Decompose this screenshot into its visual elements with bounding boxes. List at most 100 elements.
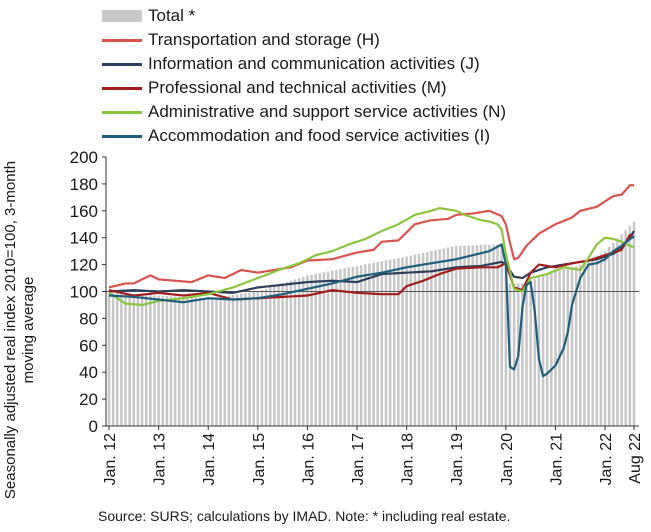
legend-label-administrative: Administrative and support service activ… [148,102,507,121]
total-bar [256,291,260,426]
legend-item-administrative: Administrative and support service activ… [102,100,506,124]
total-bar [124,293,127,426]
total-bar [190,297,193,426]
x-tick-label: Jan. 12 [102,433,119,486]
total-bar [128,293,131,426]
total-bar [339,269,342,426]
total-bar [153,295,156,426]
x-tick-label: Jan. 20 [499,433,516,486]
total-bar [322,272,326,426]
total-bar [227,295,231,426]
total-bar [426,252,429,426]
x-tick-label: Jan. 19 [449,433,466,486]
total-bar [376,262,379,426]
y-tick-label: 120 [70,256,98,275]
total-bar [620,234,623,426]
y-tick-label: 80 [79,309,98,328]
total-bar [612,242,615,426]
total-bar [587,260,590,426]
x-tick-label: Jan. 15 [251,433,268,486]
y-tick-label: 160 [70,202,98,221]
legend-label-professional: Professional and technical activities (M… [148,78,447,97]
x-tick-label: Jan. 16 [300,433,317,486]
total-bar [273,286,276,426]
total-bar [351,266,355,426]
total-bar [297,278,301,426]
total-bar [421,252,425,426]
x-axis-ticks: Jan. 12 Jan. 13 Jan. 14 Jan. 15 Jan. 16 Jan. … [102,426,644,485]
total-bar [583,262,586,426]
legend-label-accommodation: Accommodation and food service activitie… [148,126,491,145]
y-tick-label: 20 [79,390,98,409]
total-bar [624,230,628,426]
legend-label-transportation: Transportation and storage (H) [148,30,380,49]
total-bar [392,258,396,426]
total-bar [434,250,437,426]
total-bar [512,283,516,426]
total-bar [115,293,119,426]
total-bar [438,249,441,426]
series-line-4 [108,235,635,378]
total-bar [306,275,309,426]
total-bar [372,262,375,426]
y-tick-label: 0 [89,417,98,436]
y-tick-label: 200 [70,148,98,167]
total-bar [595,255,599,426]
total-bar [347,267,351,426]
total-bar [285,282,289,426]
y-axis-title: Seasonally adjusted real index 2010=100,… [2,160,37,500]
legend-swatch-total [102,10,142,22]
legend-swatch-professional [102,86,142,90]
total-bar [206,298,210,426]
y-tick-label: 180 [70,175,98,194]
total-bar [368,263,371,426]
y-tick-label: 60 [79,336,98,355]
total-bar [632,221,636,426]
total-bar [136,294,140,426]
total-bar [198,297,202,426]
legend-swatch-information [102,62,142,66]
x-tick-label: Jan. 22 [598,433,615,486]
total-bar [417,253,421,426]
total-bar [607,246,611,426]
legend-item-accommodation: Accommodation and food service activitie… [102,124,506,148]
total-bar [223,295,227,426]
total-bar [194,297,198,426]
legend-swatch-accommodation [102,134,142,138]
total-bar [570,266,574,426]
total-bar [235,294,239,426]
total-bar [289,280,293,426]
total-bar [182,296,185,426]
series-layer [108,184,635,378]
total-bar [364,264,367,426]
total-bar [550,272,553,426]
total-bar [459,245,462,426]
total-bar [533,278,537,426]
total-bar [314,273,317,426]
y-axis-ticks: 0 20 40 60 80 100 120 140 160 180 200 [70,148,106,436]
total-bar [157,295,160,426]
total-bar [529,280,532,426]
total-bar [302,276,305,426]
total-bar [177,296,181,426]
total-bar [628,225,632,426]
total-bar [277,284,280,426]
total-bar [359,265,363,426]
total-bar [264,288,268,426]
total-bar [483,244,487,426]
series-line-2 [108,233,635,301]
total-bar [215,297,218,426]
total-bar [566,267,570,426]
total-bar [186,297,189,426]
bars-layer [107,221,636,427]
total-bar [281,283,284,426]
total-bar [120,293,123,426]
total-bar [111,293,115,426]
total-bar [545,274,549,426]
series-line-3 [108,207,635,307]
total-bar [492,244,495,426]
total-bar [430,251,433,426]
total-bar [463,245,466,426]
total-bar [161,295,165,426]
